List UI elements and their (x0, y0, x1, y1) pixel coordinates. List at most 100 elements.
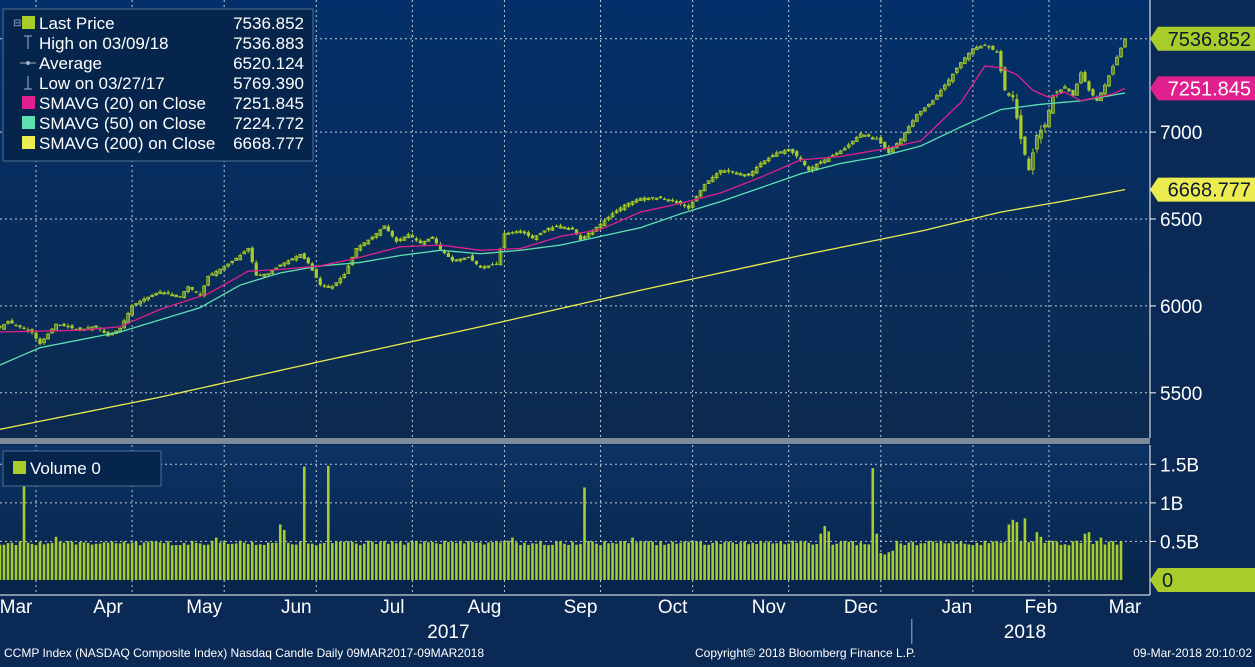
volume-bar (779, 541, 782, 580)
legend-row[interactable]: Low on 03/27/17 5769.390 (24, 74, 304, 93)
price-candle (518, 229, 523, 234)
moving-averages (0, 65, 1126, 430)
volume-bar (567, 544, 570, 580)
axes: 5500 6000 6500 7000 0.5B 1B 1.5B Mar Apr May Jun Ju… (0, 123, 1202, 644)
price-candle (206, 275, 211, 287)
price-candle (706, 180, 711, 185)
volume-bar (334, 541, 338, 580)
legend-row[interactable]: Last Price 7536.852 (22, 14, 304, 33)
volume-bar (831, 544, 835, 580)
volume-bar (667, 543, 670, 580)
price-candle (474, 260, 479, 266)
price-tick-label: 6500 (1160, 210, 1202, 231)
legend-row[interactable]: SMAVG (50) on Close 7224.772 (22, 114, 304, 133)
volume-bar (663, 544, 666, 580)
volume-bar (230, 543, 234, 580)
price-candle (906, 124, 911, 135)
legend-row[interactable]: High on 03/09/18 7536.883 (24, 34, 304, 53)
volume-bar (975, 542, 979, 580)
volume-bar (359, 545, 362, 580)
price-candle (1119, 47, 1123, 58)
volume-bar (783, 544, 786, 580)
volume-legend[interactable]: Volume 0 (2, 450, 162, 487)
price-candle (422, 240, 427, 245)
volume-bar (671, 541, 674, 580)
price-candle (258, 273, 262, 276)
price-candle (462, 257, 467, 260)
price-candle (166, 290, 170, 295)
price-candle (934, 93, 939, 100)
price-candle (334, 282, 339, 287)
price-candle (983, 43, 987, 46)
price-candle (922, 107, 927, 113)
price-candle (1083, 70, 1087, 83)
volume-bar (463, 543, 466, 580)
price-candle (622, 203, 627, 212)
volume-bar (487, 542, 490, 580)
price-candle (158, 289, 162, 294)
price-candle (102, 328, 106, 334)
price-candle (698, 189, 703, 199)
volume-bar (655, 545, 658, 580)
legend-row[interactable]: SMAVG (200) on Close 6668.777 (22, 134, 304, 153)
volume-bar (42, 544, 46, 580)
price-candle (807, 165, 811, 172)
volume-bar (503, 540, 506, 580)
volume-tick-label: 1B (1160, 494, 1183, 515)
price-candle (1111, 64, 1115, 76)
volume-bar (615, 543, 618, 580)
volume-bar (923, 543, 927, 580)
price-candle (795, 149, 799, 159)
legend-row[interactable]: SMAVG (20) on Close 7251.845 (22, 94, 304, 113)
legend[interactable]: Last Price 7536.852 High on 03/09/18 7536.8… (2, 8, 314, 162)
price-candle (734, 171, 739, 175)
month-tick-label: Dec (844, 597, 878, 618)
price-candle (558, 223, 563, 229)
volume-bar (82, 542, 86, 580)
volume-bar (459, 540, 462, 580)
volume-bar (1063, 544, 1067, 580)
price-candle (727, 167, 731, 174)
volume-bar (579, 543, 582, 580)
volume-bar (1019, 541, 1023, 580)
price-candle (654, 197, 659, 201)
volume-bar (715, 541, 718, 580)
price-candle (842, 146, 847, 151)
price-candle (946, 77, 951, 87)
volume-bar (791, 540, 795, 580)
volume-bar (322, 542, 326, 580)
volume-bar (371, 541, 374, 580)
price-candle (987, 44, 991, 50)
price-candle (394, 236, 398, 244)
price-candle (822, 158, 827, 164)
month-tick-label: Aug (468, 597, 502, 618)
volume-bar (294, 544, 298, 580)
volume-bar (451, 541, 454, 580)
price-candle (914, 113, 919, 122)
price-candle (34, 330, 38, 341)
price-candle (386, 224, 390, 232)
volume-bar (863, 544, 867, 580)
footer-timestamp: 09-Mar-2018 20:10:02 (1133, 646, 1252, 660)
price-candle (1031, 148, 1035, 175)
volume-bar (931, 541, 935, 580)
volume-bar (675, 543, 678, 580)
volume-bar (62, 542, 66, 580)
price-candle (418, 238, 422, 244)
price-candle (326, 284, 331, 288)
volume-bar (318, 543, 322, 580)
legend-collapse-icon[interactable]: ⊟ (13, 18, 21, 29)
volume-bar (419, 543, 422, 580)
volume-bar (186, 544, 190, 580)
price-candle (594, 226, 599, 233)
volume-bar (811, 544, 815, 580)
legend-row[interactable]: Average 6520.124 (20, 54, 304, 73)
price-candle (803, 159, 807, 167)
price-candle (446, 250, 450, 258)
price-candle (378, 228, 383, 237)
price-candle (54, 323, 58, 332)
volume-bar (286, 542, 290, 580)
price-candle (498, 247, 503, 266)
price-candle (150, 293, 154, 298)
volume-bar (879, 553, 883, 580)
